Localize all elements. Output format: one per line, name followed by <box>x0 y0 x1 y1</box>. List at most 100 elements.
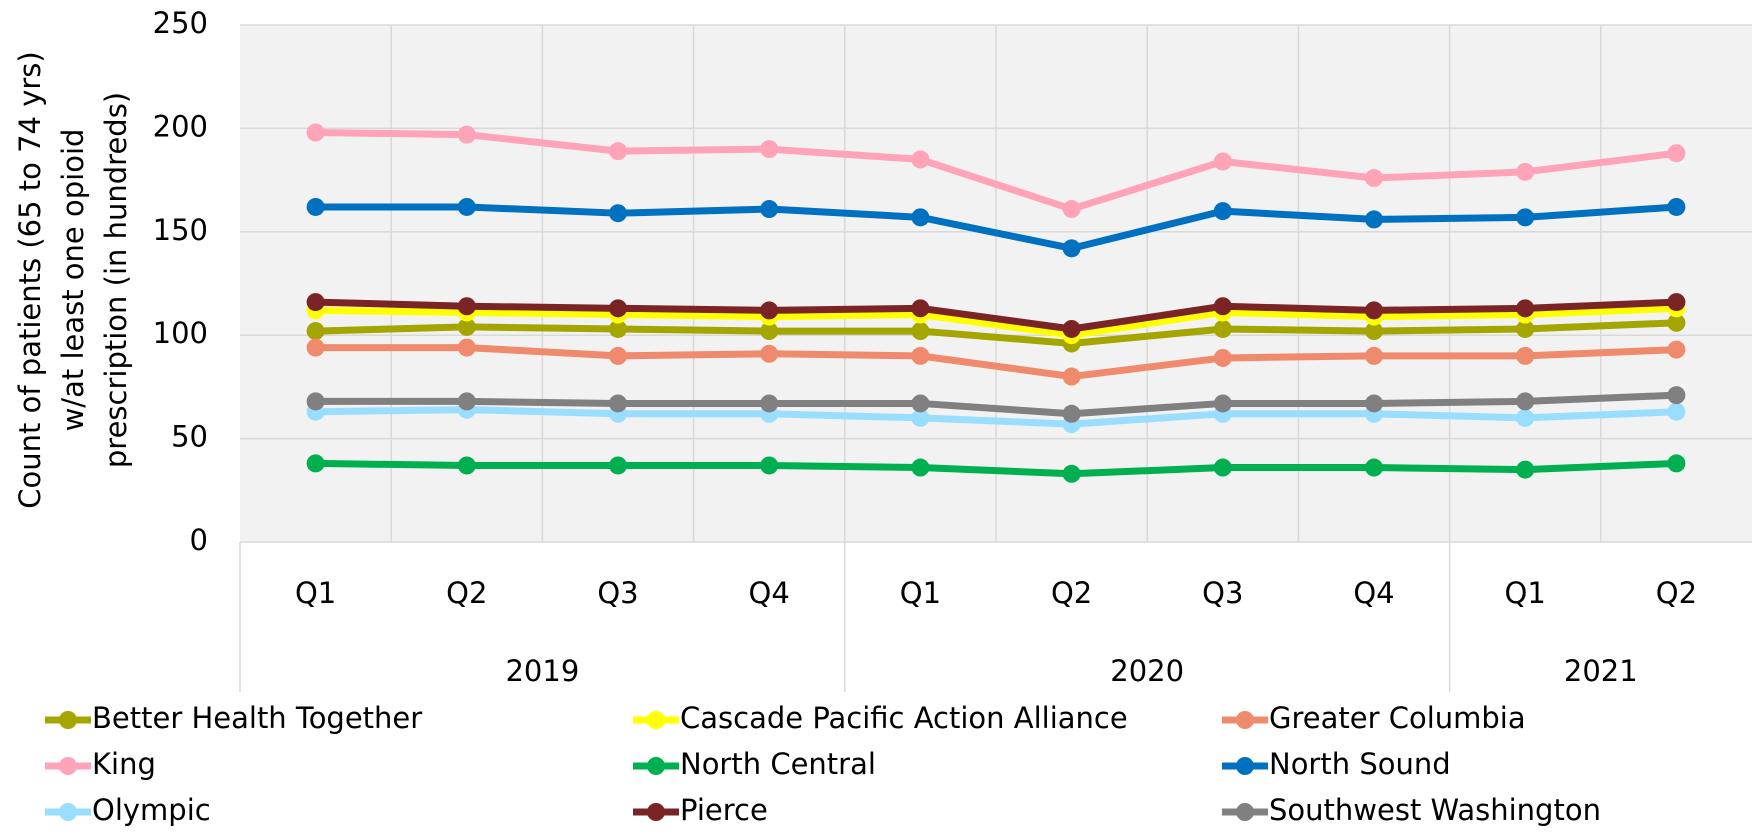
series-line <box>315 203 1677 252</box>
data-point <box>609 394 627 413</box>
legend-marker <box>59 711 77 729</box>
data-point <box>911 150 930 169</box>
data-point <box>1365 458 1383 477</box>
series-line <box>315 298 1677 333</box>
data-point <box>1516 408 1535 427</box>
data-point <box>609 319 627 338</box>
data-point <box>911 394 930 413</box>
data-point <box>1365 346 1383 365</box>
data-point <box>1667 293 1686 312</box>
series-line <box>315 344 1677 381</box>
x-tick-label: Q2 <box>1656 576 1697 610</box>
data-point <box>1213 394 1232 413</box>
data-point <box>306 293 325 312</box>
data-point <box>1365 169 1383 188</box>
data-point <box>1062 367 1081 386</box>
x-group-label: 2021 <box>1564 654 1638 688</box>
y-tick-label: 150 <box>153 213 208 247</box>
legend-label: Cascade Pacific Action Alliance <box>680 701 1128 735</box>
legend-marker <box>1236 803 1254 821</box>
data-point <box>306 392 325 411</box>
x-tick-label: Q3 <box>597 576 638 610</box>
data-point <box>1062 200 1081 219</box>
data-point <box>1365 210 1383 229</box>
x-tick-label: Q1 <box>1505 576 1546 610</box>
data-point <box>1667 386 1686 405</box>
data-point <box>911 458 930 477</box>
data-point <box>1516 319 1535 338</box>
data-point <box>760 456 779 475</box>
data-point <box>1062 319 1081 338</box>
data-point <box>609 142 627 161</box>
legend-label: North Central <box>680 747 876 781</box>
data-point <box>1667 313 1686 332</box>
data-point <box>609 299 627 318</box>
legend-marker <box>647 803 665 821</box>
x-group-label: 2019 <box>505 654 579 688</box>
legend-label: King <box>92 747 156 781</box>
data-point <box>306 123 325 142</box>
legend-label: Greater Columbia <box>1269 701 1526 735</box>
data-point <box>760 394 779 413</box>
legend-label: Better Health Together <box>92 701 422 735</box>
y-axis-title-line: w/at least one opioid <box>56 129 90 432</box>
x-group-label: 2020 <box>1110 654 1184 688</box>
data-point <box>1062 239 1081 258</box>
legend-marker <box>647 757 665 775</box>
legend-marker <box>59 757 77 775</box>
data-point <box>1667 197 1686 216</box>
data-point <box>1062 404 1081 423</box>
series-line <box>315 406 1677 428</box>
data-point <box>911 208 930 227</box>
data-point <box>911 322 930 341</box>
data-point <box>1213 458 1232 477</box>
data-point <box>760 322 779 341</box>
data-point <box>609 204 627 223</box>
data-point <box>1213 297 1232 316</box>
series-line <box>315 391 1677 418</box>
data-point <box>457 317 476 336</box>
data-point <box>609 346 627 365</box>
data-point <box>1365 322 1383 341</box>
legend-marker <box>647 711 665 729</box>
data-point <box>1667 454 1686 473</box>
series-line <box>315 129 1677 213</box>
data-point <box>457 197 476 216</box>
data-point <box>1213 348 1232 367</box>
data-point <box>457 297 476 316</box>
data-point <box>1365 394 1383 413</box>
data-point <box>1516 299 1535 318</box>
x-tick-label: Q3 <box>1202 576 1243 610</box>
data-point <box>760 200 779 219</box>
y-tick-label: 250 <box>153 6 208 40</box>
x-tick-label: Q4 <box>749 576 790 610</box>
data-point <box>306 338 325 357</box>
data-point <box>1516 346 1535 365</box>
x-tick-label: Q1 <box>900 576 941 610</box>
data-point <box>457 392 476 411</box>
y-tick-label: 100 <box>153 316 208 350</box>
legend-marker <box>1236 711 1254 729</box>
data-point <box>1516 162 1535 181</box>
data-point <box>911 346 930 365</box>
y-tick-label: 0 <box>190 523 208 557</box>
data-point <box>1667 402 1686 421</box>
x-tick-label: Q2 <box>1051 576 1092 610</box>
data-point <box>1516 460 1535 479</box>
y-axis-title-line: Count of patients (65 to 74 yrs) <box>13 51 47 508</box>
legend-label: Southwest Washington <box>1269 793 1601 827</box>
series-line <box>315 304 1677 339</box>
x-tick-label: Q2 <box>446 576 487 610</box>
legend-marker <box>1236 757 1254 775</box>
data-point <box>1213 319 1232 338</box>
data-point <box>760 301 779 320</box>
y-axis-title-line: prescription (in hundreds) <box>99 92 133 468</box>
series-line <box>315 319 1677 347</box>
legend-label: Pierce <box>680 793 768 827</box>
data-point <box>457 456 476 475</box>
data-point <box>911 299 930 318</box>
legend-label: North Sound <box>1269 747 1451 781</box>
data-point <box>1365 301 1383 320</box>
data-point <box>1213 152 1232 171</box>
data-point <box>1516 392 1535 411</box>
